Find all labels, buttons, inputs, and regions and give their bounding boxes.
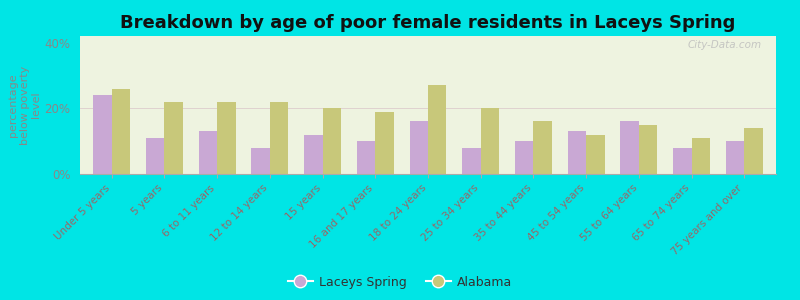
Bar (270, 102, 288, 174)
Y-axis label: percentage
below poverty
level: percentage below poverty level (8, 65, 42, 145)
Bar (198, 131, 217, 174)
Bar (217, 102, 235, 174)
Bar (534, 122, 552, 174)
Bar (357, 141, 375, 174)
Bar (304, 135, 322, 174)
Bar (112, 88, 130, 174)
Bar (481, 108, 499, 174)
Bar (410, 122, 428, 174)
Bar (621, 122, 639, 174)
Text: City-Data.com: City-Data.com (688, 40, 762, 50)
Bar (515, 141, 534, 174)
Bar (93, 95, 112, 174)
Bar (673, 148, 692, 174)
Bar (568, 131, 586, 174)
Title: Breakdown by age of poor female residents in Laceys Spring: Breakdown by age of poor female resident… (120, 14, 736, 32)
Legend: Laceys Spring, Alabama: Laceys Spring, Alabama (283, 271, 517, 294)
Bar (639, 125, 658, 174)
Bar (462, 148, 481, 174)
Bar (428, 85, 446, 174)
Bar (251, 148, 270, 174)
Bar (164, 102, 183, 174)
Bar (744, 128, 763, 174)
Bar (726, 141, 744, 174)
Bar (322, 108, 341, 174)
Bar (146, 138, 164, 174)
Bar (586, 135, 605, 174)
Bar (375, 112, 394, 174)
Bar (692, 138, 710, 174)
